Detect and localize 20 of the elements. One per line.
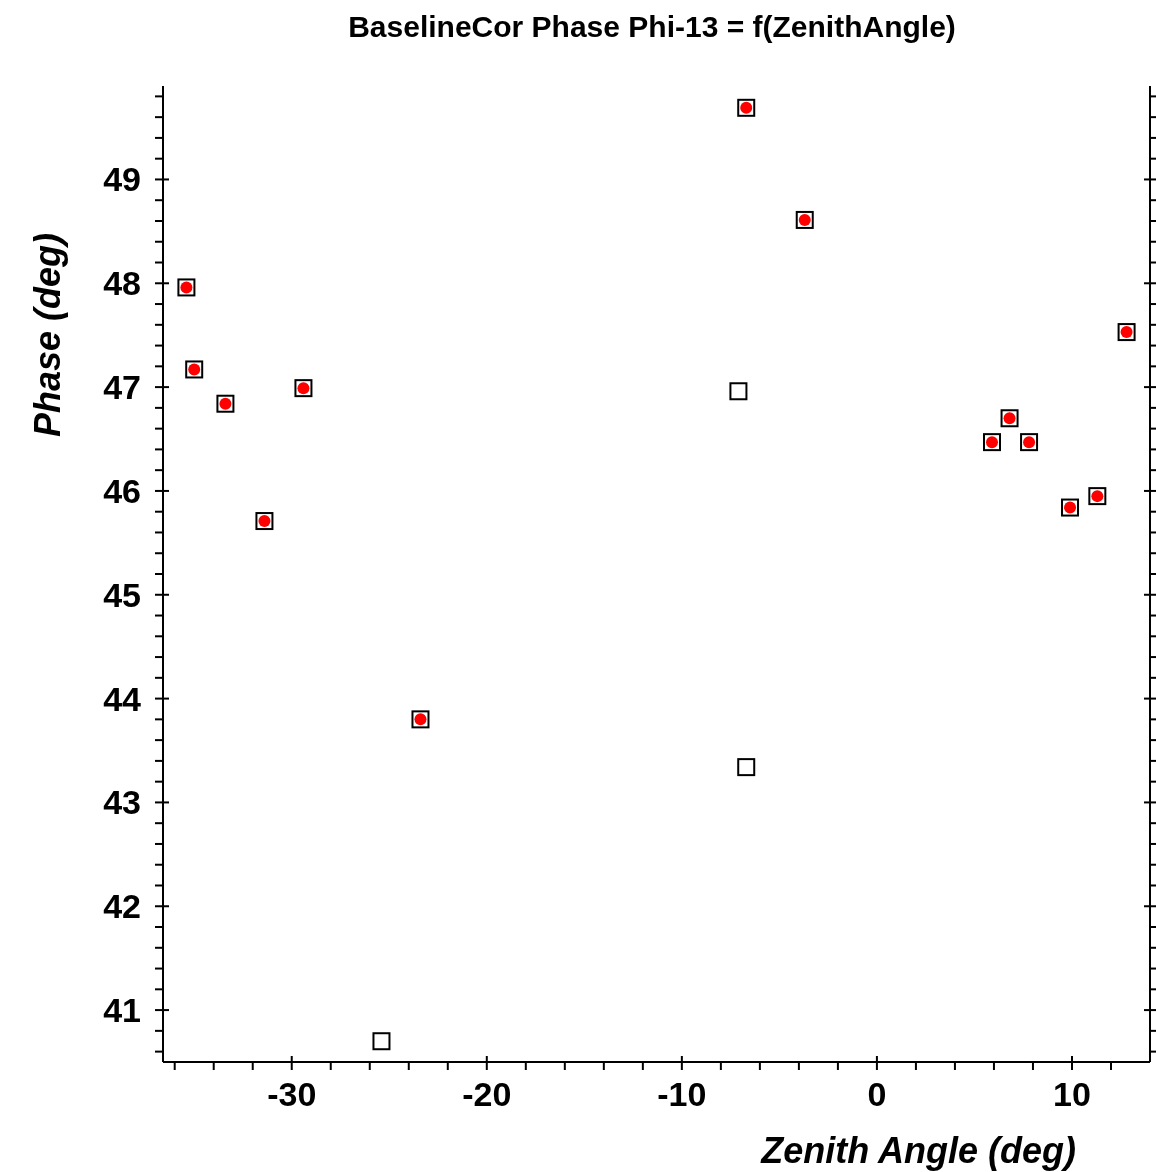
y-tick-label: 46 [103, 471, 141, 510]
chart-title: BaselineCor Phase Phi-13 = f(ZenithAngle) [347, 10, 957, 44]
y-tick-label: 48 [103, 264, 141, 303]
y-tick-label: 45 [103, 575, 141, 614]
y-tick-label: 47 [103, 368, 141, 407]
y-tick-label: 43 [103, 783, 141, 822]
point [737, 758, 756, 777]
x-tick-label: -10 [657, 1075, 707, 1113]
x-tick-label: -20 [462, 1075, 512, 1113]
x-tick-label: 10 [1053, 1075, 1091, 1113]
point [372, 1032, 391, 1051]
y-tick-label: 41 [103, 991, 141, 1030]
y-axis-title: Phase (deg) [27, 232, 69, 438]
y-tick-label: 49 [103, 160, 141, 199]
y-tick-label: 42 [103, 887, 141, 926]
y-tick-label: 44 [103, 679, 142, 718]
x-tick-label: -30 [267, 1075, 317, 1113]
x-axis-title: Zenith Angle (deg) [761, 1130, 1076, 1172]
point [729, 382, 748, 401]
x-tick-label: 0 [867, 1075, 887, 1113]
